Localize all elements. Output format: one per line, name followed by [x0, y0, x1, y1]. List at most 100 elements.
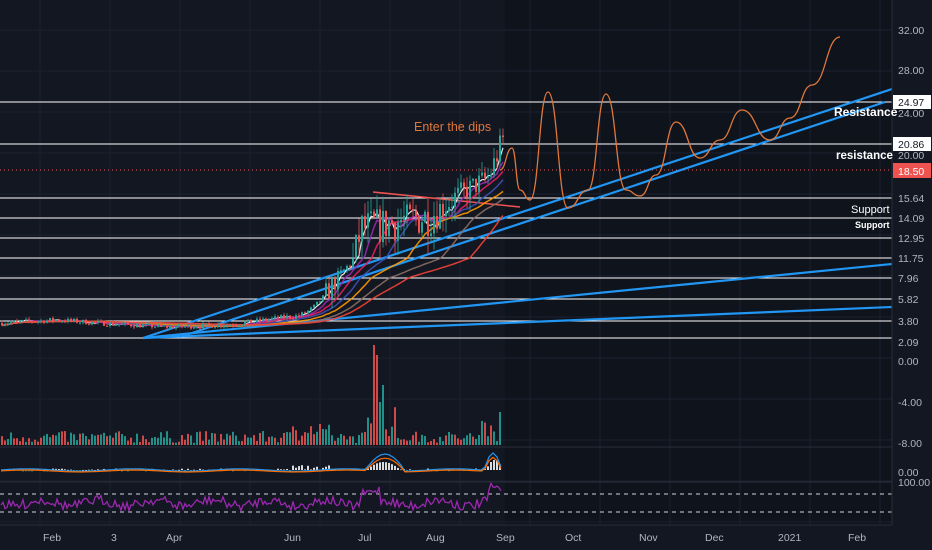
candle-body — [178, 324, 180, 327]
candle-body — [472, 178, 474, 181]
volume-bar — [202, 440, 204, 445]
candle-body — [442, 203, 444, 217]
trendlines[interactable] — [142, 87, 893, 340]
volume-bar — [490, 425, 492, 445]
macd-bar — [391, 464, 393, 470]
trendline-2[interactable] — [179, 100, 886, 339]
volume-bar — [142, 435, 144, 445]
candle-body — [148, 323, 150, 325]
volume-bar — [85, 436, 87, 445]
trendline-1[interactable] — [142, 87, 893, 340]
time-label: Jul — [358, 532, 371, 544]
volume-bar — [403, 439, 405, 445]
price-axis[interactable]: 32.00 28.00 24.00 20.00 24.97 20.86 18.5… — [893, 25, 931, 489]
volume-bar — [352, 436, 354, 445]
candle-body — [298, 315, 300, 317]
volume-bar — [136, 433, 138, 445]
volume-bar — [328, 424, 330, 445]
candle-body — [202, 323, 204, 328]
candle-body — [436, 215, 438, 229]
candle-body — [361, 216, 363, 242]
volume-bar — [430, 441, 432, 445]
volume-bar — [481, 420, 483, 445]
candle-body — [238, 325, 240, 327]
support-upper-label[interactable]: Support — [851, 204, 890, 216]
candle-body — [475, 178, 477, 192]
volume-bar — [277, 442, 279, 445]
grid — [0, 0, 892, 525]
candle-body — [283, 315, 285, 319]
macd-pane — [0, 452, 502, 473]
volume-bar — [301, 435, 303, 445]
volume-bar — [331, 435, 333, 445]
candle-body — [1, 322, 3, 326]
volume-bar — [169, 438, 171, 445]
volume-bar — [52, 434, 54, 445]
candle-body — [409, 204, 411, 210]
candle-body — [277, 316, 279, 319]
candle-body — [25, 319, 27, 321]
volume-bar — [424, 436, 426, 445]
macd-bar — [61, 468, 63, 470]
price-projection-path[interactable] — [499, 36, 841, 209]
candle-body — [223, 326, 225, 328]
macd-bar — [277, 468, 279, 470]
volume-bar — [241, 441, 243, 445]
volume-bar — [316, 431, 318, 445]
trendline-3[interactable] — [142, 262, 893, 340]
volume-bar — [37, 441, 39, 445]
volume-bar — [34, 439, 36, 445]
volume-bar — [208, 439, 210, 445]
volume-bar — [139, 441, 141, 445]
volume-tick: -8.00 — [898, 438, 922, 450]
level-label: 7.96 — [898, 273, 919, 285]
candle-body — [421, 222, 423, 233]
volume-bar — [235, 435, 237, 445]
resistance-upper-label[interactable]: Resistance — [834, 105, 898, 119]
volume-bar — [58, 432, 60, 445]
volume-tick: 0.00 — [898, 356, 919, 368]
volume-bar — [478, 435, 480, 445]
volume-bar — [499, 412, 501, 445]
candle-body — [127, 322, 129, 325]
resistance-lower-label[interactable]: resistance — [836, 150, 893, 162]
macd-bar — [91, 469, 93, 471]
level-label: 2.09 — [898, 337, 919, 349]
volume-bar — [457, 438, 459, 445]
macd-bar — [295, 467, 297, 470]
price-tick: 24.00 — [898, 108, 924, 120]
candle-body — [256, 318, 258, 322]
candle-body — [211, 325, 213, 328]
support-lower-label[interactable]: Support — [855, 220, 890, 230]
macd-bar — [427, 468, 429, 470]
trendline-4[interactable] — [142, 305, 893, 340]
candle-body — [328, 283, 330, 299]
macd-bar — [178, 469, 180, 471]
candle-body — [28, 319, 30, 322]
macd-bar — [307, 465, 309, 470]
macd-bar — [376, 463, 378, 470]
macd-bar — [25, 470, 27, 472]
candle-body — [250, 319, 252, 323]
time-axis[interactable]: Feb 3 Apr Jun Jul Aug Sep Oct Nov Dec 20… — [43, 532, 866, 544]
volume-bar — [496, 441, 498, 445]
level-label: 20.86 — [898, 139, 924, 151]
volume-bar — [436, 442, 438, 445]
candle-body — [34, 321, 36, 323]
volume-bar — [250, 437, 252, 445]
volume-bar — [418, 441, 420, 445]
future-region — [505, 0, 892, 525]
current-price-tag[interactable] — [893, 163, 931, 178]
candle-body — [382, 210, 384, 243]
volume-bar — [160, 432, 162, 445]
enter-dips-annotation[interactable]: Enter the dips — [414, 120, 491, 134]
macd-bar — [28, 470, 30, 472]
candle-body — [313, 304, 315, 308]
current-price-label: 18.50 — [898, 166, 924, 178]
macd-bar — [370, 466, 372, 470]
volume-bar — [223, 439, 225, 445]
candle-body — [196, 327, 198, 329]
macd-bar — [487, 466, 489, 470]
volume-bar — [46, 433, 48, 445]
